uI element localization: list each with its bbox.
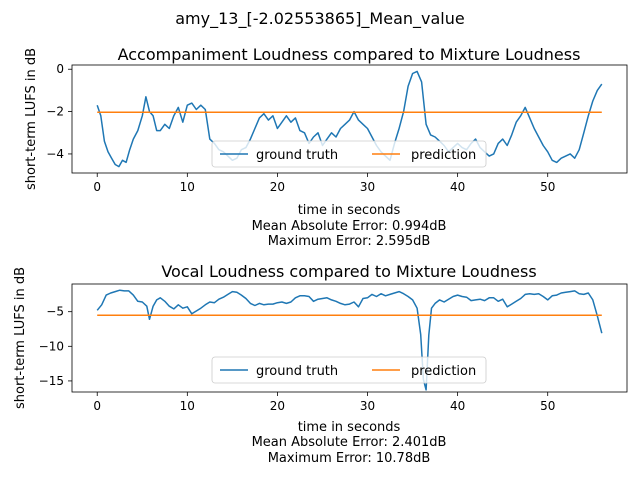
accompaniment-chart-title: Accompaniment Loudness compared to Mixtu… <box>118 45 581 64</box>
accompaniment-legend-ground-truth-label: ground truth <box>256 148 338 163</box>
vocal-x-tick-label: 0 <box>93 399 101 413</box>
accompaniment-panel: Accompaniment Loudness compared to Mixtu… <box>24 45 628 249</box>
vocal-ground-truth-line <box>96 289 603 391</box>
vocal-legend: ground truth prediction <box>211 356 487 384</box>
vocal-x-tick-label: 40 <box>450 399 465 413</box>
accompaniment-x-tick-label: 50 <box>540 180 555 194</box>
accompaniment-ticks-group: 0 10 20 30 40 50 0 −2 −4 <box>46 62 555 194</box>
accompaniment-mae-text: Mean Absolute Error: 0.994dB <box>252 219 447 234</box>
vocal-plot-area <box>71 283 628 393</box>
figure-title: amy_13_[-2.02553865]_Mean_value <box>175 9 464 29</box>
accompaniment-y-tick-label: −4 <box>46 147 64 161</box>
accompaniment-x-axis-label: time in seconds <box>298 203 401 218</box>
accompaniment-x-tick-label: 10 <box>180 180 195 194</box>
accompaniment-legend-box <box>211 140 487 168</box>
vocal-y-tick-label: −15 <box>39 374 64 388</box>
accompaniment-ground-truth-line <box>96 70 603 168</box>
vocal-panel: Vocal Loudness compared to Mixture Loudn… <box>13 262 628 466</box>
vocal-chart-title: Vocal Loudness compared to Mixture Loudn… <box>161 262 536 281</box>
vocal-ticks-group: 0 10 20 30 40 50 −5 −10 −15 <box>39 305 556 413</box>
vocal-legend-ground-truth-label: ground truth <box>256 364 338 379</box>
accompaniment-y-tick-label: −2 <box>46 105 64 119</box>
vocal-x-tick-label: 50 <box>540 399 555 413</box>
vocal-series-group <box>96 289 603 391</box>
vocal-legend-box <box>211 356 487 384</box>
vocal-x-tick-label: 20 <box>270 399 285 413</box>
accompaniment-y-tick-label: 0 <box>56 62 64 76</box>
accompaniment-plot-area <box>71 64 628 174</box>
vocal-y-tick-label: −5 <box>46 305 64 319</box>
vocal-x-tick-label: 10 <box>180 399 195 413</box>
vocal-mae-text: Mean Absolute Error: 2.401dB <box>252 435 447 450</box>
accompaniment-x-tick-label: 30 <box>360 180 375 194</box>
accompaniment-x-tick-label: 0 <box>93 180 101 194</box>
vocal-max-error-text: Maximum Error: 10.78dB <box>268 451 431 466</box>
accompaniment-y-axis-label: short-term LUFS in dB <box>24 48 39 190</box>
vocal-x-tick-label: 30 <box>360 399 375 413</box>
accompaniment-legend-prediction-label: prediction <box>411 148 476 163</box>
vocal-y-tick-label: −10 <box>39 339 64 353</box>
vocal-legend-prediction-label: prediction <box>411 364 476 379</box>
accompaniment-series-group <box>96 70 603 168</box>
accompaniment-max-error-text: Maximum Error: 2.595dB <box>268 234 431 249</box>
accompaniment-x-tick-label: 20 <box>270 180 285 194</box>
accompaniment-legend: ground truth prediction <box>211 140 487 168</box>
accompaniment-x-tick-label: 40 <box>450 180 465 194</box>
vocal-y-axis-label: short-term LUFS in dB <box>13 267 28 409</box>
vocal-x-axis-label: time in seconds <box>298 420 401 435</box>
